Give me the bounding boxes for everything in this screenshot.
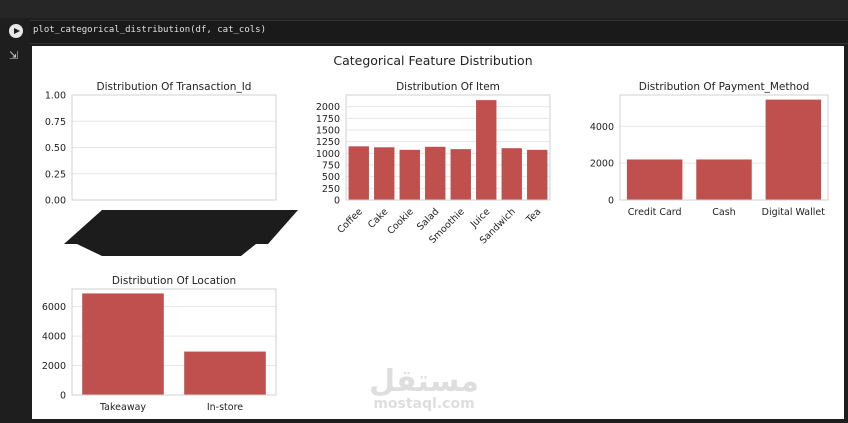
y-tick-label: 0 [334,196,340,207]
x-tick-label: Digital Wallet [762,207,826,218]
overplotted-tick-labels [64,210,298,244]
axes-frame [71,288,277,396]
x-tick-label: In-store [207,402,243,413]
bar [374,147,395,200]
bar [765,99,822,200]
axes-frame [71,94,277,201]
y-tick-label: 500 [322,172,340,183]
chart-title: Distribution Of Transaction_Id [97,81,252,93]
watermark-latin: mostaql.com [373,396,474,412]
chart-2: Distribution Of Item 02505007501000125015… [316,81,551,246]
y-tick-label: 1000 [316,149,340,160]
bar [476,100,497,200]
axes-frame [619,94,829,201]
y-tick-label: 1250 [316,137,340,148]
output-toggle-icon[interactable]: ⇲ [9,49,19,62]
y-tick-label: 0.50 [45,143,66,154]
y-tick-label: 4000 [42,332,66,343]
chart-3: Distribution Of Payment_Method 0 2000 4000 C… [590,81,829,218]
y-tick-label: 1750 [316,114,340,125]
chart-1: Distribution Of Transaction_Id 0.00 0.25 0.… [45,81,298,256]
axes-frame [345,94,551,201]
bar [425,146,446,200]
chart-title: Distribution Of Payment_Method [639,81,810,93]
x-tick-label: Takeaway [99,402,146,413]
chart-4: Distribution Of Location 0 2000 4000 6000 Tak… [42,275,277,413]
figure-output: Categorical Feature Distribution Distrib… [32,46,844,419]
y-tick-label: 1500 [316,126,340,137]
y-tick-label: 0.00 [45,196,66,207]
x-tick-label: Credit Card [628,207,682,218]
y-tick-label: 2000 [590,159,614,170]
bar [527,149,548,200]
bar [696,159,752,200]
top-bar [0,0,848,18]
y-tick-label: 0.75 [45,117,66,128]
bar [501,148,522,200]
y-tick-label: 750 [322,161,340,172]
watermark: مستقل mostaql.com [369,364,479,412]
y-tick-label: 0 [60,391,66,402]
x-tick-label: Coffee [335,206,365,236]
bar [626,159,683,200]
bar [399,149,420,200]
x-tick-label: Cookie [385,206,416,237]
x-tick-label: Tea [524,206,544,226]
y-tick-label: 2000 [42,361,66,372]
bar [348,146,369,200]
y-tick-label: 4000 [590,122,614,133]
figure-canvas: Categorical Feature Distribution Distrib… [42,53,829,413]
y-tick-label: 250 [322,184,340,195]
figure-suptitle: Categorical Feature Distribution [333,53,532,68]
y-tick-label: 0 [608,196,614,207]
chart-title: Distribution Of Location [112,275,236,287]
bar [82,293,164,395]
y-tick-label: 1.00 [45,91,66,102]
y-tick-label: 2000 [316,102,340,113]
run-cell-button[interactable] [9,24,23,38]
code-cell[interactable] [30,20,848,44]
y-tick-label: 6000 [42,302,66,313]
bar [450,149,471,200]
code-line: plot_categorical_distribution(df, cat_co… [33,25,266,35]
watermark-arabic: مستقل [369,364,479,399]
bar [184,351,266,395]
x-tick-label: Cash [712,207,735,218]
y-tick-label: 0.25 [45,169,66,180]
chart-title: Distribution Of Item [396,81,500,93]
overplotted-tick-labels [77,244,256,256]
